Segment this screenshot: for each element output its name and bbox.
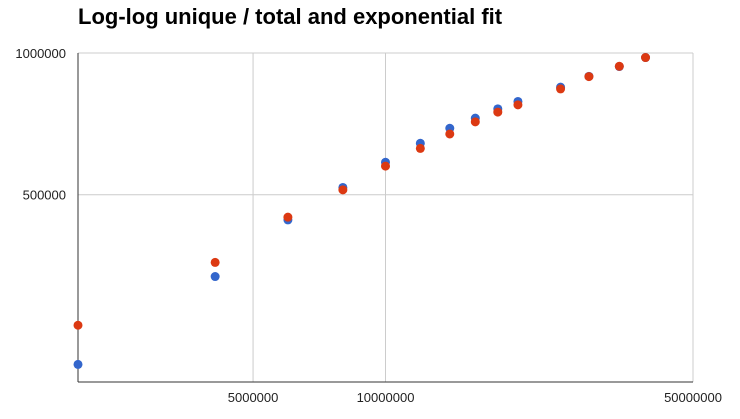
red-series-point — [493, 107, 503, 117]
y-tick-label: 500000 — [23, 188, 66, 203]
red-series-point — [210, 257, 220, 267]
red-series-point — [445, 129, 455, 139]
red-series-point — [641, 53, 651, 63]
red-series-point — [338, 185, 348, 195]
blue-series-point — [210, 272, 220, 282]
x-tick-label: 50000000 — [664, 390, 722, 405]
red-series-point — [614, 61, 624, 71]
y-tick-label: 1000000 — [15, 46, 66, 61]
red-series-point — [470, 117, 480, 127]
red-series-point — [283, 212, 293, 222]
blue-series-point — [73, 359, 83, 369]
red-series-point — [73, 320, 83, 330]
red-series-point — [381, 161, 390, 171]
red-series-point — [513, 100, 523, 110]
red-series-point — [584, 72, 594, 82]
red-series-point — [556, 84, 566, 94]
x-tick-label: 5000000 — [228, 390, 279, 405]
x-tick-label: 10000000 — [357, 390, 415, 405]
red-series-point — [415, 143, 425, 153]
chart-title: Log-log unique / total and exponential f… — [78, 4, 503, 29]
